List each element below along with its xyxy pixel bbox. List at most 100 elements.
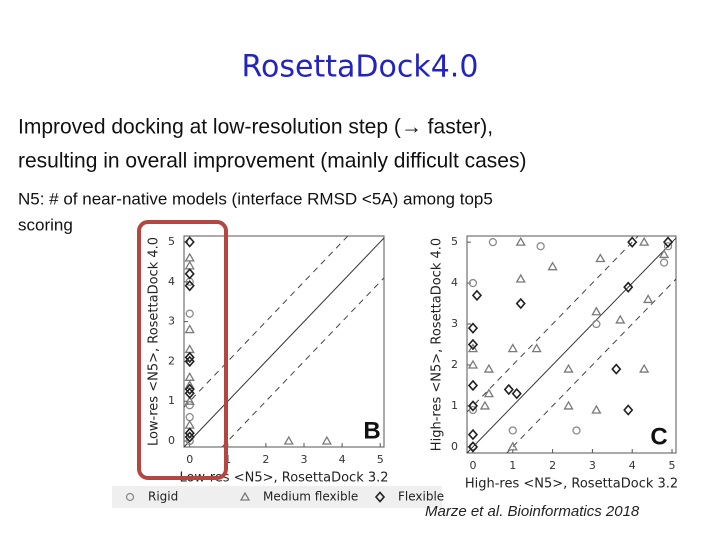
panel-label: B [363, 417, 380, 444]
y-tick-label: 5 [451, 235, 458, 248]
point [467, 338, 479, 351]
point [184, 372, 195, 381]
legend-marker [374, 491, 386, 503]
point [627, 236, 638, 248]
x-tick-label: 2 [549, 459, 556, 472]
point [467, 379, 479, 392]
point [184, 395, 195, 405]
point [658, 249, 670, 259]
point [184, 351, 195, 364]
point [639, 363, 650, 373]
diagonal [467, 237, 676, 453]
y-tick-label: 2 [168, 354, 175, 367]
plot-frame [183, 235, 385, 448]
x-tick-label: 3 [589, 459, 596, 472]
point [483, 388, 495, 398]
y-tick-label: 1 [451, 399, 458, 412]
x-tick-label: 3 [301, 453, 308, 466]
point [184, 383, 195, 395]
x-tick-label: 2 [262, 453, 269, 466]
note-line: N5: # of near-native models (interface R… [18, 189, 493, 208]
point [283, 435, 294, 445]
reference-lines [184, 236, 384, 447]
highlight-box [137, 220, 228, 480]
x-tick-label: 4 [629, 459, 636, 472]
y-tick-label: 3 [168, 315, 175, 328]
point [623, 404, 634, 416]
point [184, 427, 195, 439]
point [184, 280, 195, 292]
point [184, 236, 195, 248]
point [467, 343, 479, 353]
point [515, 273, 526, 283]
y-tick-label: 0 [451, 440, 458, 453]
point [483, 363, 495, 373]
legend-marker [125, 492, 135, 502]
point [547, 261, 558, 271]
y-tick-label: 1 [168, 394, 175, 407]
point [488, 237, 498, 247]
body-line: resulting in overall improvement (mainly… [18, 150, 526, 173]
point [479, 400, 491, 410]
point [659, 258, 669, 267]
point [508, 426, 517, 435]
point [321, 435, 332, 445]
point [184, 268, 195, 280]
x-tick-label: 4 [339, 453, 346, 466]
x-tick-label: 1 [509, 459, 516, 472]
legend-box [112, 486, 442, 508]
point [185, 412, 194, 422]
x-tick-label: 0 [469, 459, 476, 472]
legend-label: Medium flexible [263, 490, 358, 504]
point [468, 278, 478, 288]
point [507, 441, 518, 451]
x-axis-label: High-res <N5>, RosettaDock 3.2 [465, 477, 678, 492]
diagonal-offset [221, 277, 384, 447]
x-tick-label: 5 [669, 459, 676, 472]
point [563, 400, 574, 410]
point [467, 428, 479, 441]
point [536, 242, 545, 251]
point [184, 344, 195, 354]
point [503, 383, 514, 396]
y-tick-label: 4 [451, 276, 458, 289]
diagonal-offset [506, 278, 676, 453]
diagonal-offset [184, 236, 349, 408]
point [591, 306, 602, 316]
panel-label: C [650, 423, 667, 450]
legend-marker [239, 491, 251, 501]
y-axis-label: High-res <N5>, RosettaDock 4.0 [430, 238, 445, 451]
citation: Marze et al. Bioinformatics 2018 [425, 503, 640, 520]
point [663, 242, 673, 251]
point [184, 387, 195, 399]
y-tick-label: 4 [168, 275, 175, 288]
point [184, 324, 195, 334]
point [611, 363, 622, 375]
point [184, 252, 195, 262]
point [515, 236, 526, 246]
point [591, 404, 602, 414]
point [531, 343, 542, 353]
legend-label: Rigid [148, 490, 178, 504]
diagonal-offset [467, 236, 639, 413]
point [595, 253, 606, 263]
point [184, 355, 195, 368]
point [563, 363, 574, 373]
point [639, 236, 650, 246]
reference-lines [467, 236, 676, 453]
legend-label: Flexible [398, 490, 444, 504]
point [511, 387, 522, 400]
point [572, 426, 581, 435]
x-tick-label: 0 [186, 453, 193, 466]
diagonal [184, 237, 384, 447]
point [467, 322, 479, 334]
point [471, 289, 483, 302]
point [623, 281, 634, 293]
slide-title: RosettaDock4.0 [242, 50, 479, 85]
y-tick-label: 0 [168, 434, 175, 447]
point [184, 260, 195, 270]
plot-frame [466, 235, 677, 454]
